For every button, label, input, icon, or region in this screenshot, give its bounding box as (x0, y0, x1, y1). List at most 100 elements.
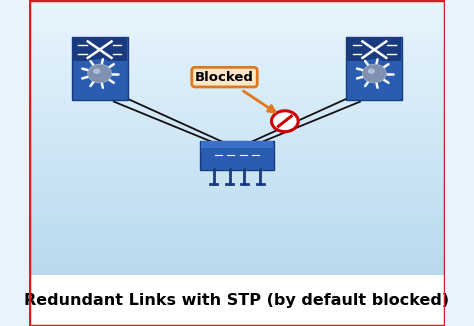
FancyBboxPatch shape (346, 37, 402, 100)
Bar (29, 204, 445, 207)
Bar (29, 218, 445, 220)
Bar (29, 116, 445, 118)
Bar (29, 55, 445, 58)
Bar (29, 77, 445, 80)
FancyBboxPatch shape (347, 38, 401, 61)
Bar (29, 99, 445, 102)
FancyBboxPatch shape (73, 38, 127, 61)
Bar (29, 182, 445, 185)
Bar (29, 259, 445, 262)
Circle shape (88, 64, 111, 83)
Circle shape (272, 111, 298, 132)
Bar (29, 176, 445, 179)
Bar (29, 0, 445, 3)
Bar (29, 185, 445, 187)
Bar (29, 88, 445, 91)
Circle shape (356, 59, 393, 88)
Bar (29, 179, 445, 182)
Bar (29, 143, 445, 146)
FancyBboxPatch shape (200, 141, 274, 170)
Bar (29, 262, 445, 264)
Bar (29, 27, 445, 30)
Bar (29, 8, 445, 11)
Bar (29, 157, 445, 160)
FancyBboxPatch shape (201, 141, 273, 148)
Bar (29, 33, 445, 36)
Bar (29, 212, 445, 215)
Bar (29, 193, 445, 196)
Bar (29, 66, 445, 69)
Bar (29, 146, 445, 149)
Bar (29, 41, 445, 44)
Circle shape (363, 64, 386, 83)
Bar (29, 6, 445, 8)
Bar (29, 132, 445, 135)
Bar (29, 74, 445, 77)
Bar (29, 14, 445, 17)
Bar (29, 124, 445, 127)
Bar (29, 149, 445, 152)
Bar (29, 91, 445, 94)
Bar (29, 160, 445, 163)
Bar (29, 138, 445, 141)
Bar (29, 118, 445, 121)
Bar (29, 3, 445, 6)
Bar (29, 105, 445, 108)
Bar (29, 226, 445, 229)
Bar (29, 110, 445, 113)
Bar (29, 190, 445, 193)
Bar (29, 80, 445, 83)
Bar (29, 198, 445, 201)
Bar (29, 196, 445, 198)
Bar (29, 267, 445, 270)
Bar (29, 253, 445, 256)
Bar (29, 152, 445, 154)
Bar (29, 58, 445, 61)
Bar (29, 240, 445, 243)
Bar (29, 50, 445, 52)
Bar (29, 207, 445, 209)
Bar (29, 251, 445, 253)
Bar (29, 38, 445, 41)
Bar (29, 19, 445, 22)
Bar (29, 17, 445, 19)
Bar (29, 113, 445, 116)
Bar (29, 69, 445, 72)
Circle shape (368, 68, 375, 74)
Bar (29, 163, 445, 165)
Bar (29, 36, 445, 38)
Bar (29, 25, 445, 28)
Bar (29, 129, 445, 132)
Bar (29, 220, 445, 223)
Bar (29, 201, 445, 204)
Bar (29, 215, 445, 218)
Bar (29, 94, 445, 96)
Bar (29, 154, 445, 157)
Bar (29, 187, 445, 190)
Bar (29, 96, 445, 99)
Bar (29, 165, 445, 168)
Bar (29, 209, 445, 212)
Bar (29, 61, 445, 63)
Bar (29, 248, 445, 251)
Bar (29, 223, 445, 226)
Bar (29, 83, 445, 85)
Bar (29, 22, 445, 25)
Text: Redundant Links with STP (by default blocked): Redundant Links with STP (by default blo… (25, 293, 449, 308)
Bar (29, 85, 445, 88)
Bar (29, 264, 445, 267)
Bar (29, 141, 445, 143)
Bar (29, 173, 445, 176)
Bar (29, 63, 445, 66)
Circle shape (93, 68, 100, 74)
Bar (29, 273, 445, 275)
FancyBboxPatch shape (72, 37, 128, 100)
Bar (29, 72, 445, 74)
Bar (29, 168, 445, 171)
Circle shape (81, 59, 118, 88)
Bar (29, 234, 445, 237)
Bar (29, 127, 445, 129)
Bar (29, 121, 445, 124)
Bar (29, 52, 445, 55)
Bar (29, 256, 445, 259)
